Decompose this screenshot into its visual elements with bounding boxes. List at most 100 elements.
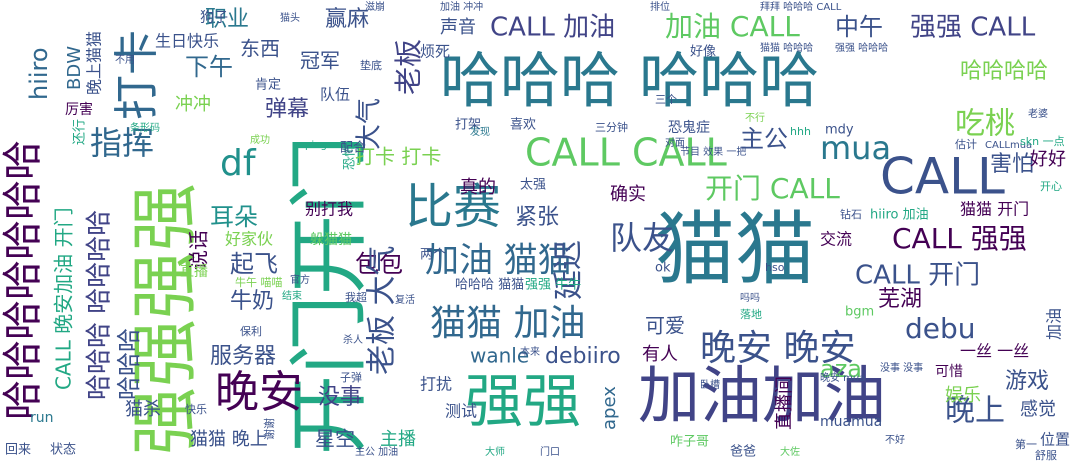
word: mua xyxy=(820,129,891,167)
word: 估计 xyxy=(955,138,977,151)
word: 加油加油 xyxy=(638,359,886,432)
word: 晚安 xyxy=(215,367,303,418)
word: 开门开门 xyxy=(283,135,376,455)
word: 晚安 mua xyxy=(820,371,865,384)
word: 哈哈哈 猫猫 xyxy=(455,278,524,293)
word: 职业 xyxy=(205,7,249,32)
word: 不好 xyxy=(885,434,905,446)
word: 喜欢 xyxy=(510,118,536,133)
word: 两个 xyxy=(420,248,446,263)
word: CALL 晚安加油 开门 xyxy=(52,207,76,390)
word: 三分钟 xyxy=(595,120,628,134)
word: 打扰 xyxy=(420,375,452,394)
word: 队友 xyxy=(610,219,674,257)
word: 位置 xyxy=(1040,431,1070,449)
word: 猫猫 开门 xyxy=(960,200,1029,219)
word: 延迟 xyxy=(552,240,587,300)
word: 发现 xyxy=(470,125,490,138)
word: debu xyxy=(905,312,976,345)
word: 结束 xyxy=(282,289,302,302)
word: hso xyxy=(765,261,785,274)
word: 官方 xyxy=(290,273,310,286)
word: apex xyxy=(599,386,620,430)
word: 拜拜 哈哈哈 CALL xyxy=(760,0,842,13)
word: 躲猫猫 xyxy=(310,232,352,248)
word: 烦死 xyxy=(420,43,450,61)
word: 包包 xyxy=(355,250,403,278)
word: 猫猫 哈哈哈 xyxy=(760,41,813,54)
word: 猫头 xyxy=(280,11,300,24)
word: 肯定 xyxy=(255,78,281,93)
word: 可惜 xyxy=(935,364,963,380)
word: df xyxy=(220,143,257,184)
word: 大佐 xyxy=(780,445,800,458)
word: 害怕 xyxy=(990,152,1034,177)
word: 加油 CALL xyxy=(665,10,800,43)
word: 恐鬼症 xyxy=(668,120,710,136)
word: hhh xyxy=(790,125,811,138)
word: 生日快乐 xyxy=(155,32,219,51)
word: 哈哈哈哈哈哈哈 xyxy=(0,140,46,420)
word: 开门 CALL xyxy=(705,172,840,205)
word: 中午 xyxy=(835,13,883,41)
word: 快乐 xyxy=(185,403,207,416)
word: CALL CALL xyxy=(525,131,727,175)
word: 星空 xyxy=(315,427,355,451)
word: 老板 xyxy=(392,39,425,95)
word: 确实 xyxy=(610,184,646,205)
word: ok xyxy=(655,261,671,276)
word: 哈哈哈 哈哈哈 xyxy=(440,47,819,117)
word: 主公 xyxy=(740,125,788,153)
word: 直播间 xyxy=(774,376,795,430)
word: 比赛 xyxy=(405,179,501,235)
word: 谢谢 xyxy=(262,418,276,440)
word: 厉害 xyxy=(65,102,93,118)
word: 指挥 xyxy=(90,124,154,162)
word: 说话 xyxy=(187,230,211,270)
word: 不用 xyxy=(115,55,135,66)
word: 队伍 xyxy=(320,86,350,104)
word: 强强 牛牛 xyxy=(525,278,581,293)
word: 咋子哥 xyxy=(670,435,709,450)
word: aza xyxy=(820,355,862,383)
word: 服务器 xyxy=(210,344,276,369)
word: 吃桃 xyxy=(955,107,1015,142)
word: 真的 xyxy=(460,177,496,198)
word: 猫猫 xyxy=(655,203,815,296)
word: skn 一点 xyxy=(1020,135,1065,148)
word: CALL 加油 xyxy=(490,13,615,43)
word: 成功 xyxy=(250,134,270,146)
word: 直播 xyxy=(180,263,208,280)
word: ping xyxy=(305,140,327,151)
word: 打卡 xyxy=(110,30,163,120)
word: 大气 xyxy=(355,98,385,150)
word: 保利 xyxy=(240,324,262,338)
word: 晚上猫猫 xyxy=(85,31,104,95)
word: 打架 xyxy=(455,118,481,133)
word: 别打我 xyxy=(305,200,353,219)
word: 冲冲 xyxy=(175,94,211,115)
word: 恐怖 xyxy=(342,144,358,170)
word: 感觉 xyxy=(1020,399,1056,420)
word: bgm xyxy=(845,305,874,320)
word: 主公 加油 xyxy=(355,445,398,458)
word: 状态 xyxy=(50,443,76,458)
word: 好像 xyxy=(690,45,716,60)
word: CALLmua xyxy=(985,140,1032,151)
word: CALL 开门 xyxy=(855,261,980,291)
word: wanle xyxy=(470,344,529,368)
word: 杀人 xyxy=(343,333,363,346)
word: 好家伙 xyxy=(225,230,273,249)
word: 交流 xyxy=(820,230,852,249)
word: 下午 xyxy=(185,53,233,81)
word: hiiro xyxy=(25,47,53,100)
word: 东西 xyxy=(240,37,280,61)
word: 打卡 打卡 xyxy=(355,145,441,169)
word: 狗子 xyxy=(200,10,228,26)
word: 主播 xyxy=(380,429,416,450)
word: 不行 xyxy=(745,111,765,124)
word: 强强 xyxy=(465,367,581,435)
word: 老板 大气 xyxy=(365,245,400,375)
